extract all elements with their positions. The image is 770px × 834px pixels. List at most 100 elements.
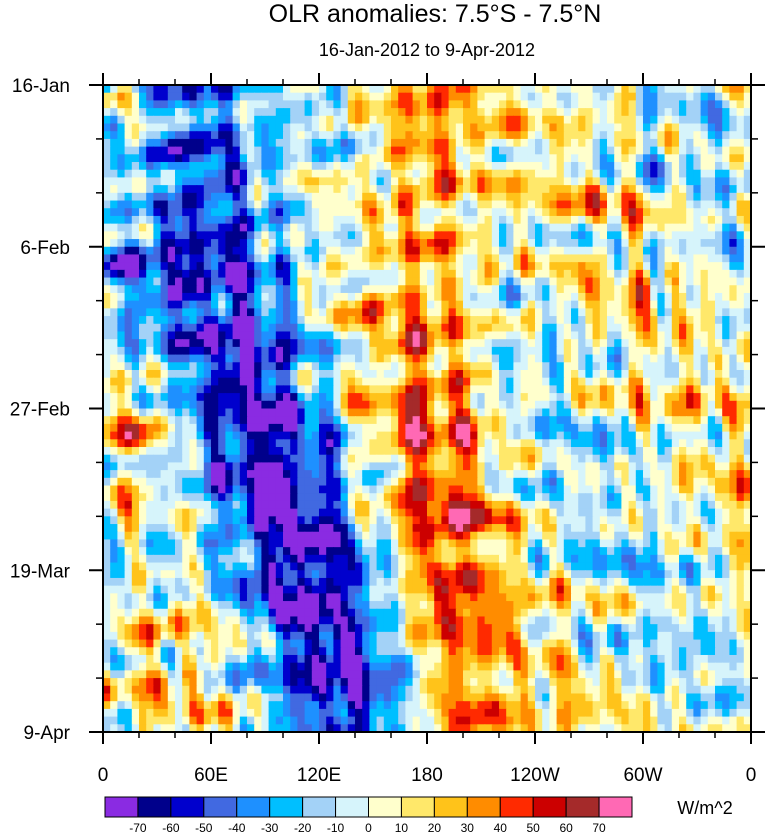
heatmap-cell	[513, 377, 522, 386]
heatmap-cell	[383, 154, 392, 163]
heatmap-cell	[729, 285, 738, 294]
heatmap-cell	[131, 339, 140, 348]
heatmap-cell	[427, 462, 435, 471]
heatmap-cell	[614, 231, 622, 240]
heatmap-cell	[441, 154, 450, 163]
heatmap-cell	[211, 331, 219, 340]
heatmap-cell	[261, 454, 270, 464]
heatmap-cell	[535, 246, 543, 256]
heatmap-cell	[160, 408, 169, 417]
heatmap-cell	[297, 300, 306, 309]
heatmap-cell	[635, 339, 644, 348]
heatmap-cell	[254, 346, 262, 356]
heatmap-cell	[160, 269, 169, 279]
heatmap-cell	[477, 323, 486, 333]
heatmap-cell	[319, 215, 327, 225]
heatmap-cell	[599, 300, 608, 309]
heatmap-cell	[722, 308, 730, 317]
heatmap-cell	[319, 385, 327, 394]
heatmap-cell	[650, 115, 658, 125]
heatmap-cell	[153, 292, 162, 302]
heatmap-cell	[657, 369, 666, 379]
heatmap-cell	[506, 308, 514, 317]
heatmap-cell	[218, 169, 226, 179]
heatmap-cell	[441, 462, 450, 471]
heatmap-cell	[535, 108, 543, 117]
heatmap-cell	[621, 246, 630, 256]
heatmap-cell	[679, 369, 687, 379]
heatmap-cell	[484, 331, 493, 340]
heatmap-cell	[261, 208, 270, 217]
heatmap-cell	[239, 215, 248, 225]
heatmap-cell	[455, 262, 464, 271]
heatmap-cell	[715, 369, 723, 379]
heatmap-cell	[542, 215, 550, 225]
heatmap-cell	[549, 346, 558, 356]
heatmap-cell	[542, 100, 550, 109]
heatmap-cell	[621, 431, 630, 440]
heatmap-cell	[535, 308, 543, 317]
heatmap-cell	[117, 223, 126, 232]
heatmap-cell	[628, 146, 637, 155]
heatmap-cell	[326, 192, 334, 202]
heatmap-cell	[182, 362, 190, 371]
heatmap-cell	[167, 339, 176, 348]
heatmap-cell	[484, 269, 493, 279]
heatmap-cell	[225, 508, 234, 517]
heatmap-cell	[513, 454, 522, 464]
heatmap-cell	[607, 146, 615, 155]
heatmap-cell	[679, 262, 687, 271]
heatmap-cell	[347, 215, 356, 225]
heatmap-cell	[484, 369, 493, 379]
heatmap-cell	[196, 369, 205, 379]
heatmap-cell	[441, 477, 450, 487]
heatmap-cell	[671, 231, 680, 240]
heatmap-cell	[650, 85, 658, 94]
heatmap-cell	[506, 239, 514, 248]
heatmap-cell	[297, 177, 306, 186]
heatmap-cell	[585, 439, 594, 448]
heatmap-cell	[419, 192, 428, 202]
heatmap-cell	[506, 92, 514, 102]
heatmap-cell	[477, 447, 486, 456]
heatmap-cell	[513, 246, 522, 256]
heatmap-cell	[722, 354, 730, 363]
heatmap-cell	[160, 123, 169, 132]
heatmap-cell	[247, 362, 255, 371]
heatmap-cell	[635, 192, 644, 202]
heatmap-cell	[405, 246, 414, 256]
heatmap-cell	[333, 223, 342, 232]
heatmap-cell	[434, 300, 442, 309]
heatmap-cell	[556, 331, 565, 340]
heatmap-cell	[160, 254, 169, 263]
heatmap-cell	[261, 115, 270, 125]
heatmap-cell	[520, 123, 529, 132]
heatmap-cell	[355, 192, 363, 202]
heatmap-cell	[268, 500, 277, 510]
heatmap-cell	[729, 300, 738, 309]
heatmap-cell	[463, 447, 471, 456]
heatmap-cell	[232, 470, 241, 479]
heatmap-cell	[686, 100, 694, 109]
heatmap-cell	[311, 508, 320, 517]
heatmap-cell	[715, 269, 723, 279]
heatmap-cell	[427, 131, 435, 140]
heatmap-cell	[585, 308, 594, 317]
heatmap-cell	[146, 162, 154, 171]
heatmap-cell	[542, 115, 550, 125]
heatmap-cell	[203, 223, 212, 232]
heatmap-cell	[340, 408, 349, 417]
heatmap-cell	[391, 493, 399, 502]
heatmap-cell	[448, 316, 457, 325]
heatmap-cell	[693, 92, 702, 102]
heatmap-cell	[650, 485, 658, 494]
heatmap-cell	[470, 393, 478, 402]
heatmap-cell	[743, 339, 751, 348]
heatmap-cell	[679, 231, 687, 240]
heatmap-cell	[167, 362, 176, 371]
heatmap-cell	[160, 308, 169, 317]
heatmap-cell	[355, 477, 363, 487]
heatmap-cell	[153, 308, 162, 317]
heatmap-cell	[376, 285, 385, 294]
heatmap-cell	[146, 185, 154, 194]
